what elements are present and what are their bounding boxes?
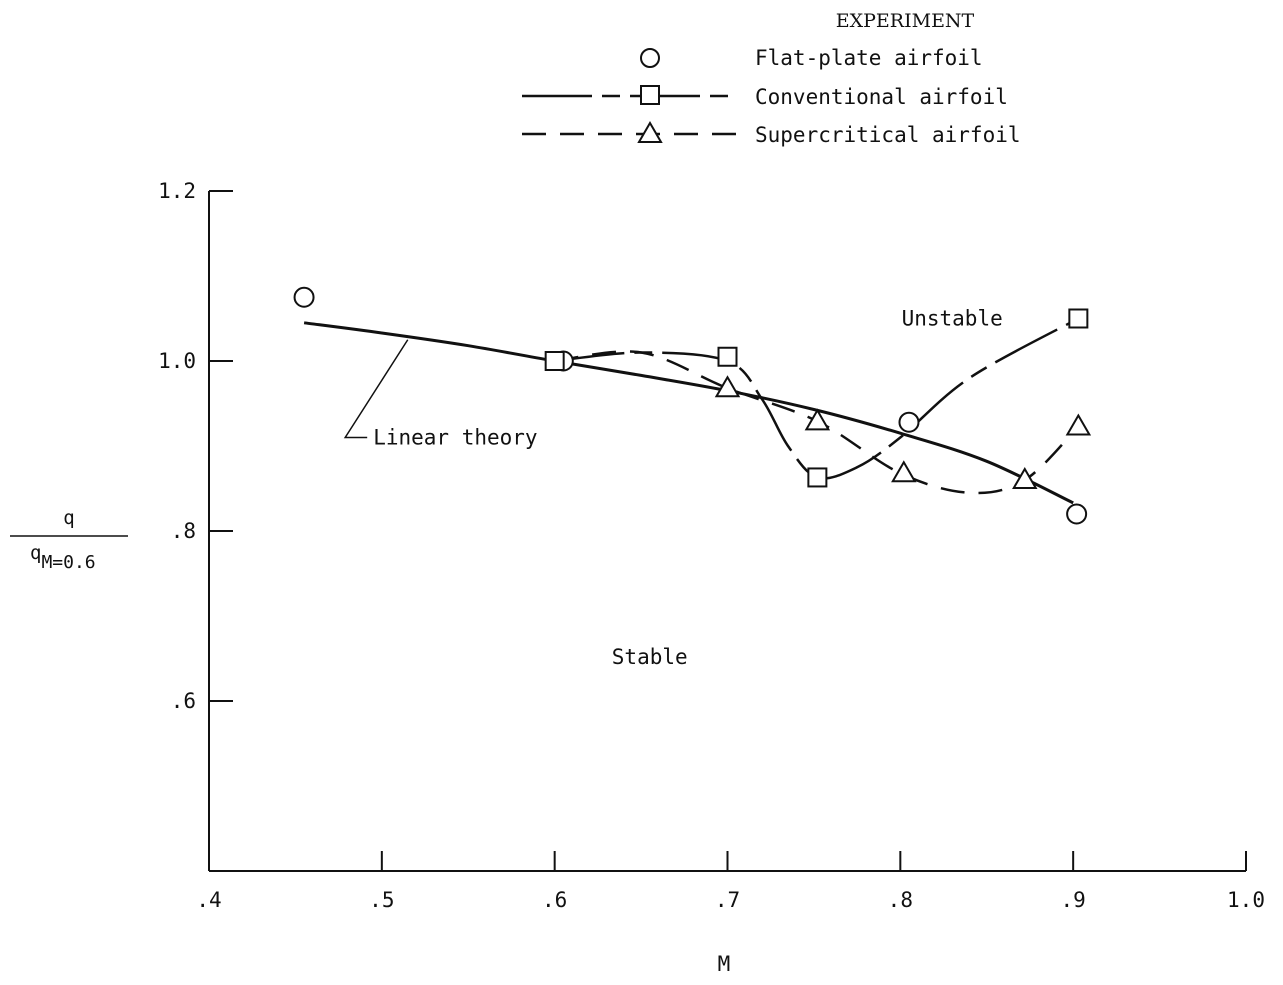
conventional-point — [807, 467, 828, 488]
supercritical-point — [1012, 467, 1038, 489]
conventional-point — [1068, 308, 1089, 329]
y-label-denominator: qM=0.6 — [30, 542, 96, 573]
legend-circle-marker — [640, 48, 660, 68]
conventional-airfoil-curve — [554, 317, 1079, 480]
linear-theory-leader-line — [343, 339, 409, 439]
y-label-denominator-base: q — [30, 542, 41, 564]
y-tick-label: 1.0 — [158, 349, 196, 373]
y-ticks: .6 .8 1.0 1.2 — [158, 179, 233, 713]
x-tick-label: .7 — [715, 888, 740, 912]
supercritical-point — [1065, 413, 1092, 436]
flat-plate-point — [898, 411, 920, 433]
linear-theory-curve — [303, 321, 1074, 505]
y-tick-label: .8 — [171, 519, 196, 543]
legend-entry-flat-plate: Flat-plate airfoil — [640, 46, 983, 70]
y-label-numerator: q — [63, 507, 74, 529]
annotation-unstable: Unstable — [902, 307, 1003, 331]
legend-triangle-marker — [637, 121, 663, 143]
legend-label-conventional: Conventional airfoil — [755, 85, 1008, 109]
annotation-linear-theory: Linear theory — [373, 426, 537, 450]
supercritical-point — [714, 375, 741, 398]
legend: EXPERIMENT Flat-plate airfoil Convention… — [522, 10, 1021, 147]
data-markers — [293, 286, 1092, 525]
y-tick-label: 1.2 — [158, 179, 196, 203]
conventional-point — [544, 351, 565, 371]
flat-plate-point — [1066, 503, 1088, 525]
conventional-point — [717, 346, 738, 367]
x-tick-label: 1.0 — [1227, 888, 1265, 912]
x-tick-label: .6 — [542, 888, 567, 912]
x-tick-label: .8 — [888, 888, 913, 912]
x-tick-label: .5 — [369, 888, 394, 912]
flat-plate-point — [293, 286, 315, 308]
x-tick-label: .9 — [1061, 888, 1086, 912]
legend-square-marker — [640, 85, 660, 105]
supercritical-point — [891, 460, 917, 483]
x-axis-label: M — [718, 952, 731, 976]
legend-label-supercritical: Supercritical airfoil — [755, 123, 1021, 147]
legend-entry-conventional: Conventional airfoil — [522, 85, 1008, 109]
y-tick-label: .6 — [171, 689, 196, 713]
x-tick-label: .4 — [196, 888, 221, 912]
annotation-stable: Stable — [612, 645, 688, 669]
legend-title: EXPERIMENT — [836, 10, 975, 32]
legend-entry-supercritical: Supercritical airfoil — [522, 121, 1021, 147]
x-ticks: .4 .5 .6 .7 .8 .9 1.0 — [196, 851, 1265, 912]
y-label-denominator-sub: M=0.6 — [41, 552, 95, 573]
supercritical-point — [804, 408, 831, 431]
y-axis-label: q qM=0.6 — [10, 507, 128, 573]
legend-label-flat-plate: Flat-plate airfoil — [755, 46, 983, 70]
